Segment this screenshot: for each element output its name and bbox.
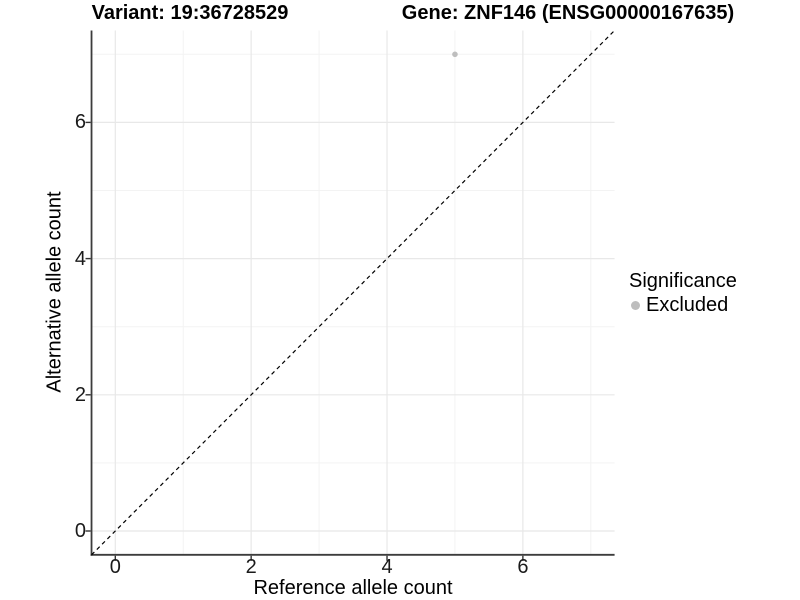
y-tick-label: 2 xyxy=(74,383,86,406)
y-tick-label: 4 xyxy=(74,247,86,270)
legend-item-excluded: Excluded xyxy=(631,294,737,316)
legend-item-label: Excluded xyxy=(646,294,729,316)
grid-major-lines xyxy=(91,30,615,555)
y-tick-label: 6 xyxy=(74,111,86,134)
excluded-point-icon xyxy=(631,300,640,310)
x-tick-label: 4 xyxy=(381,556,393,578)
y-tick-label: 0 xyxy=(74,520,86,542)
legend-title: Significance xyxy=(629,270,737,292)
scatter-point xyxy=(452,51,458,58)
axis-lines xyxy=(90,30,615,556)
x-tick-label: 0 xyxy=(109,556,121,578)
x-tick-label: 6 xyxy=(517,556,529,578)
x-tick-label: 2 xyxy=(245,556,257,578)
data-points xyxy=(452,51,458,58)
y-axis-title: Alternative allele count xyxy=(43,191,66,393)
x-axis-title: Reference allele count xyxy=(253,577,453,599)
legend: Significance Excluded xyxy=(629,270,737,316)
axis-tick-marks xyxy=(85,121,524,561)
variant-title: Variant: 19:36728529 xyxy=(91,2,289,24)
gene-title: Gene: ZNF146 (ENSG00000167635) xyxy=(401,2,735,24)
identity-dashed-line xyxy=(91,30,616,556)
grid-minor-lines xyxy=(91,30,615,555)
